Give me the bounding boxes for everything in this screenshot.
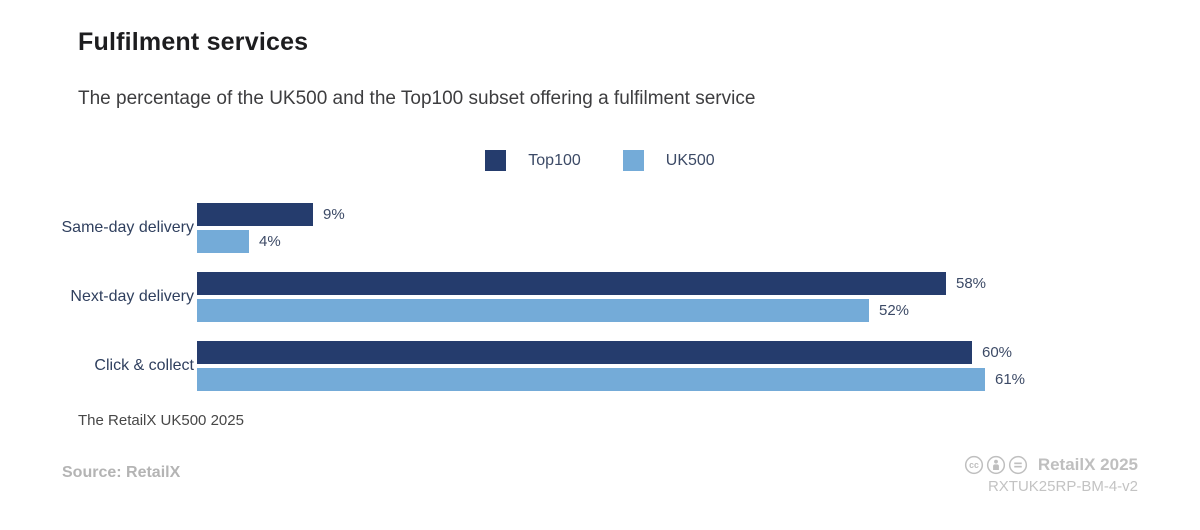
- license-block: cc RetailX 2025 RXTUK25RP-BM-4-v2: [964, 455, 1138, 495]
- chart-row: Click & collect 60% 61%: [0, 341, 1200, 391]
- bar-line: 9%: [197, 203, 1200, 226]
- source-label: Source: RetailX: [62, 464, 181, 481]
- legend: Top100 UK500: [0, 150, 1200, 171]
- legend-label: Top100: [528, 151, 581, 169]
- value-label: 9%: [323, 206, 345, 223]
- category-label: Same-day delivery: [61, 219, 195, 236]
- chart-row: Next-day delivery 58% 52%: [0, 272, 1200, 322]
- license-code: RXTUK25RP-BM-4-v2: [987, 478, 1138, 495]
- bar-top100-0: [197, 203, 313, 226]
- value-label: 58%: [956, 275, 987, 292]
- creative-commons-icons: cc: [964, 455, 1028, 475]
- bar-group: 58% 52%: [197, 272, 1200, 322]
- chart-row: Same-day delivery 9% 4%: [0, 203, 1200, 253]
- bar-line: 61%: [197, 368, 1200, 391]
- chart-title: Fulfilment services: [78, 28, 309, 56]
- chart-footnote: The RetailX UK500 2025: [78, 412, 244, 429]
- bar-line: 52%: [197, 299, 1200, 322]
- bar-uk500-0: [197, 230, 249, 253]
- value-label: 52%: [879, 302, 910, 319]
- cc-nd-icon: [1008, 455, 1027, 475]
- bar-line: 4%: [197, 230, 1200, 253]
- category-label: Next-day delivery: [70, 288, 194, 305]
- bar-group: 60% 61%: [197, 341, 1200, 391]
- bar-top100-1: [197, 272, 946, 295]
- category-label: Click & collect: [94, 357, 194, 374]
- bar-uk500-2: [197, 368, 985, 391]
- value-label: 60%: [982, 344, 1013, 361]
- legend-item-uk500: UK500: [622, 150, 715, 171]
- legend-item-top100: Top100: [485, 150, 581, 171]
- bar-line: 58%: [197, 272, 1200, 295]
- license-name: RetailX 2025: [1037, 455, 1138, 474]
- bar-line: 60%: [197, 341, 1200, 364]
- bar-group: 9% 4%: [197, 203, 1200, 253]
- value-label: 61%: [995, 371, 1026, 388]
- legend-label: UK500: [665, 151, 715, 169]
- legend-swatch-icon: [485, 150, 507, 171]
- cc-by-icon: [986, 455, 1005, 475]
- chart-subtitle: The percentage of the UK500 and the Top1…: [78, 88, 756, 109]
- svg-text:cc: cc: [969, 460, 979, 470]
- legend-swatch-icon: [622, 150, 644, 171]
- bar-chart: Same-day delivery 9% 4% Next-day delivery 58…: [0, 203, 1200, 410]
- value-label: 4%: [259, 233, 281, 250]
- bar-uk500-1: [197, 299, 869, 322]
- bar-top100-2: [197, 341, 972, 364]
- cc-icon: cc: [964, 455, 983, 475]
